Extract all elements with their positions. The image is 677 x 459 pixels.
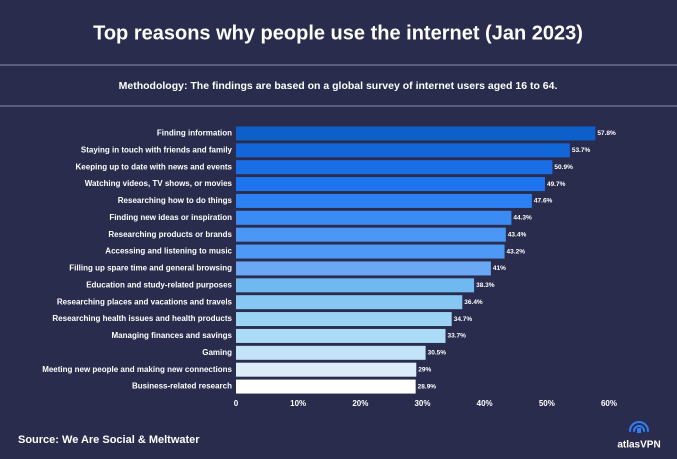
bar <box>236 193 532 208</box>
bar <box>236 160 553 175</box>
source: Source: We Are Social & Meltwater <box>18 434 200 446</box>
x-tick-label: 20% <box>352 399 368 408</box>
bar <box>236 362 417 377</box>
bar <box>236 345 426 360</box>
category-label: Finding new ideas or inspiration <box>109 213 232 222</box>
category-label: Managing finances and savings <box>112 331 233 340</box>
category-label: Researching places and vacations and tra… <box>57 297 233 306</box>
bar <box>236 295 463 310</box>
category-label: Filling up spare time and general browsi… <box>69 264 232 273</box>
bar <box>236 328 446 343</box>
value-label: 50.9% <box>554 164 573 171</box>
value-label: 47.6% <box>534 198 553 205</box>
x-tick-label: 60% <box>601 399 617 408</box>
value-label: 41% <box>493 265 506 272</box>
bar <box>236 278 475 293</box>
x-tick-label: 40% <box>477 399 493 408</box>
category-label: Gaming <box>202 348 232 357</box>
value-label: 28.9% <box>418 383 437 390</box>
category-label: Keeping up to date with news and events <box>76 162 233 171</box>
category-label: Meeting new people and making new connec… <box>42 365 232 374</box>
value-label: 49.7% <box>547 181 566 188</box>
category-label: Researching health issues and health pro… <box>52 314 232 323</box>
bar <box>236 126 596 141</box>
value-label: 43.4% <box>508 231 527 238</box>
bar <box>236 261 491 276</box>
category-label: Researching products or brands <box>108 230 232 239</box>
value-label: 43.2% <box>507 248 526 255</box>
value-label: 38.3% <box>476 282 495 289</box>
category-label: Business-related research <box>132 382 232 391</box>
x-tick-label: 30% <box>414 399 430 408</box>
bar <box>236 210 512 225</box>
subtitle: Methodology: The findings are based on a… <box>119 80 558 92</box>
x-tick-label: 10% <box>290 399 306 408</box>
chart-title: Top reasons why people use the internet … <box>93 22 583 44</box>
category-label: Watching videos, TV shows, or movies <box>85 179 233 188</box>
bar <box>236 312 452 327</box>
bar <box>236 143 570 158</box>
value-label: 30.5% <box>428 350 447 357</box>
brand: atlasVPN <box>617 440 660 451</box>
category-label: Accessing and listening to music <box>105 247 232 256</box>
category-label: Staying in touch with friends and family <box>81 145 233 154</box>
value-label: 36.4% <box>464 299 483 306</box>
category-label: Researching how to do things <box>118 196 233 205</box>
brand-icon <box>629 421 649 433</box>
bar <box>236 177 545 192</box>
value-label: 57.8% <box>597 130 616 137</box>
category-label: Finding information <box>157 129 232 138</box>
bar <box>236 244 505 259</box>
x-tick-label: 50% <box>539 399 555 408</box>
value-label: 33.7% <box>448 333 467 340</box>
bar <box>236 227 506 242</box>
x-tick-label: 0 <box>234 399 239 408</box>
value-label: 44.3% <box>513 215 532 222</box>
value-label: 34.7% <box>454 316 473 323</box>
value-label: 53.7% <box>572 147 591 154</box>
value-label: 29% <box>418 366 431 373</box>
bar <box>236 379 416 394</box>
category-label: Education and study-related purposes <box>86 280 232 289</box>
